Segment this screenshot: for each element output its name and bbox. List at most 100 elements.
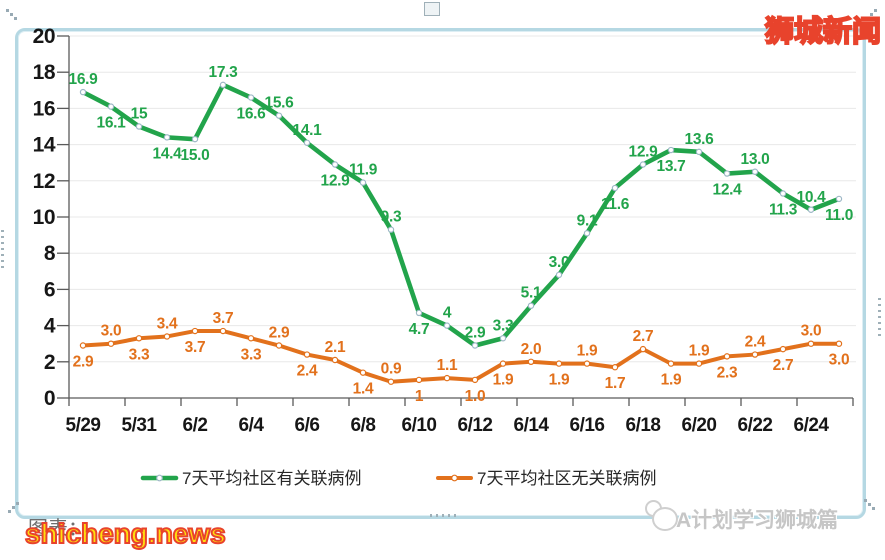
- x-tick-label: 6/24: [794, 415, 830, 436]
- data-point-marker: [695, 360, 703, 367]
- x-tick-label: 6/22: [738, 415, 773, 436]
- x-tick-label: 5/31: [122, 415, 158, 436]
- data-label: 11.6: [601, 196, 630, 213]
- data-label: 12.4: [713, 182, 743, 199]
- data-point-marker: [303, 351, 311, 358]
- data-point-marker: [723, 170, 731, 177]
- data-label: 13.6: [685, 131, 715, 148]
- watermark-site-name: 狮城新闻: [764, 15, 882, 49]
- data-label: 3.4: [157, 315, 178, 332]
- data-point-marker: [471, 376, 479, 384]
- x-tick-label: 5/29: [66, 415, 101, 436]
- data-point-marker: [163, 333, 171, 340]
- data-point-marker: [303, 139, 311, 146]
- data-label: 10.4: [797, 189, 827, 206]
- data-label: 2.1: [325, 339, 346, 356]
- series-line-linked: [80, 82, 842, 348]
- bottom-edge-handle[interactable]: [430, 514, 458, 517]
- data-point-marker: [79, 88, 87, 96]
- data-label: 1.9: [549, 372, 570, 389]
- y-tick-label: 2: [44, 351, 55, 374]
- data-label: 17.3: [209, 64, 239, 81]
- data-point-marker: [135, 335, 143, 342]
- data-point-marker: [107, 103, 115, 110]
- resize-handle-bottom-right[interactable]: [872, 507, 875, 510]
- x-tick-label: 6/18: [626, 415, 661, 436]
- data-label: 1.4: [353, 381, 374, 398]
- data-point-marker: [583, 360, 591, 367]
- data-label: 3.0: [829, 352, 850, 369]
- right-edge-handle[interactable]: [878, 298, 881, 338]
- data-label: 1.1: [437, 357, 458, 374]
- left-edge-handle[interactable]: [1, 230, 4, 270]
- data-point-marker: [723, 353, 731, 360]
- data-point-marker: [695, 148, 703, 156]
- y-tick-label: 6: [44, 278, 55, 301]
- x-tick-label: 6/8: [351, 415, 376, 436]
- watermark-site-url: shicheng.news: [24, 517, 227, 550]
- data-point-marker: [527, 358, 535, 365]
- data-point-marker: [499, 360, 507, 367]
- data-point-marker: [415, 309, 423, 317]
- x-tick-label: 6/2: [183, 415, 208, 436]
- data-point-marker: [219, 327, 227, 335]
- x-tick-label: 6/4: [239, 415, 265, 436]
- data-point-marker: [387, 226, 395, 233]
- data-point-marker: [79, 342, 87, 349]
- data-point-marker: [415, 376, 423, 384]
- data-label: 15.6: [265, 95, 295, 112]
- data-point-marker: [135, 123, 143, 130]
- data-point-marker: [639, 161, 647, 168]
- data-point-marker: [807, 340, 815, 347]
- data-label: 13.7: [657, 158, 686, 175]
- data-label: 4: [443, 305, 452, 322]
- data-label: 5.1: [521, 285, 542, 302]
- data-label: 3.3: [241, 346, 262, 363]
- data-label: 1.7: [605, 375, 626, 392]
- top-center-handle[interactable]: [424, 2, 440, 16]
- data-point-marker: [191, 135, 199, 143]
- data-label: 3.0: [549, 254, 570, 271]
- data-label: 3.7: [185, 339, 206, 356]
- data-point-marker: [499, 335, 507, 342]
- image-selection-frame: [15, 28, 866, 519]
- data-point-marker: [807, 206, 815, 213]
- legend-marker-point: [156, 474, 163, 482]
- x-tick-label: 6/6: [295, 415, 320, 436]
- data-point-marker: [387, 378, 395, 385]
- series-line-unlinked: [81, 329, 841, 384]
- data-point-marker: [359, 369, 367, 376]
- data-point-marker: [443, 322, 451, 329]
- y-tick-label: 16: [33, 97, 55, 120]
- data-point-marker: [555, 271, 563, 279]
- data-label: 0.9: [381, 361, 402, 378]
- resize-handle-top-right[interactable]: [874, 9, 877, 12]
- data-label: 2.3: [717, 364, 738, 381]
- watermark-channel-text: A计划学习狮城篇: [676, 509, 839, 532]
- data-label: 16.6: [237, 106, 267, 123]
- data-label: 1.9: [661, 372, 682, 389]
- data-point-marker: [107, 340, 115, 347]
- y-tick-label: 10: [33, 206, 55, 229]
- data-point-marker: [359, 179, 367, 186]
- y-tick-label: 8: [44, 242, 56, 265]
- data-label: 16.9: [69, 71, 99, 88]
- data-label: 11.9: [349, 162, 378, 179]
- data-point-marker: [779, 345, 787, 353]
- data-label: 2.9: [269, 325, 290, 342]
- data-label: 13.0: [741, 151, 770, 168]
- y-tick-label: 12: [33, 170, 55, 193]
- data-point-marker: [555, 360, 563, 367]
- data-point-marker: [751, 351, 759, 358]
- resize-handle-bottom-left[interactable]: [8, 510, 11, 513]
- y-tick-label: 0: [44, 387, 55, 410]
- data-label: 1: [415, 388, 424, 405]
- data-label: 9.1: [577, 212, 598, 229]
- data-point-marker: [779, 190, 787, 197]
- data-point-marker: [443, 374, 451, 382]
- data-point-marker: [527, 302, 535, 309]
- data-label: 3.3: [493, 317, 514, 334]
- data-label: 2.7: [633, 328, 654, 345]
- resize-handle-top-left[interactable]: [6, 9, 9, 12]
